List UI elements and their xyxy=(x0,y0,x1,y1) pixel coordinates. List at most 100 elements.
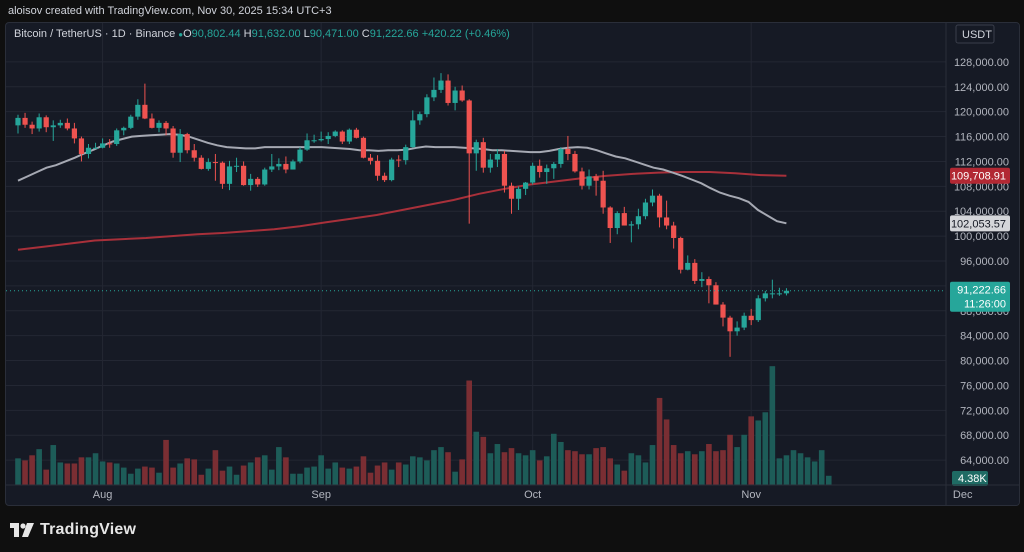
candle[interactable] xyxy=(142,83,148,120)
candle[interactable] xyxy=(431,77,437,102)
candle[interactable] xyxy=(382,172,388,182)
candle[interactable] xyxy=(29,121,35,135)
candlestick-chart[interactable]: 64,000.00 68,000.00 72,000.00 76,000.00 80,0… xyxy=(6,23,1019,505)
candle[interactable] xyxy=(452,86,458,111)
candle[interactable] xyxy=(586,169,592,190)
candle[interactable] xyxy=(734,321,740,336)
candle[interactable] xyxy=(558,147,564,168)
candle[interactable] xyxy=(325,132,331,145)
candle[interactable] xyxy=(128,114,134,130)
candle[interactable] xyxy=(100,138,106,149)
candle[interactable] xyxy=(438,73,444,93)
candle[interactable] xyxy=(276,158,282,171)
candle[interactable] xyxy=(508,182,515,214)
currency-box[interactable] xyxy=(955,24,995,44)
candle[interactable] xyxy=(755,295,761,322)
candle[interactable] xyxy=(706,276,712,304)
candle[interactable] xyxy=(699,272,705,288)
candle[interactable] xyxy=(212,153,218,181)
candle[interactable] xyxy=(219,161,226,189)
candle[interactable] xyxy=(713,282,719,305)
candle[interactable] xyxy=(78,136,85,162)
candle[interactable] xyxy=(311,134,317,143)
candle[interactable] xyxy=(15,114,21,134)
candle[interactable] xyxy=(614,211,620,235)
candle[interactable] xyxy=(248,173,254,191)
candle[interactable] xyxy=(205,158,211,171)
candle[interactable] xyxy=(466,99,472,224)
candle[interactable] xyxy=(241,161,247,186)
candle[interactable] xyxy=(776,287,782,296)
candle[interactable] xyxy=(360,136,367,159)
candle[interactable] xyxy=(678,236,684,274)
candle[interactable] xyxy=(685,255,691,271)
candle[interactable] xyxy=(304,133,310,151)
candle[interactable] xyxy=(297,147,303,164)
candle[interactable] xyxy=(671,221,677,249)
candle[interactable] xyxy=(480,137,486,173)
candle[interactable] xyxy=(530,162,536,185)
candle[interactable] xyxy=(163,121,169,136)
candle[interactable] xyxy=(417,111,423,125)
candle[interactable] xyxy=(85,144,92,159)
candle[interactable] xyxy=(177,129,183,163)
candle[interactable] xyxy=(71,122,77,144)
candle[interactable] xyxy=(22,112,28,128)
candle[interactable] xyxy=(783,288,790,296)
candle[interactable] xyxy=(135,99,141,120)
candle[interactable] xyxy=(727,315,733,357)
candle[interactable] xyxy=(593,173,599,196)
candle[interactable] xyxy=(269,153,275,173)
candle[interactable] xyxy=(64,118,70,131)
candle[interactable] xyxy=(656,193,663,228)
candle[interactable] xyxy=(367,153,374,165)
candle[interactable] xyxy=(600,170,606,214)
candle[interactable] xyxy=(403,144,409,165)
candle[interactable] xyxy=(494,149,500,168)
candle[interactable] xyxy=(262,167,268,186)
candle[interactable] xyxy=(389,157,395,182)
tradingview-logo[interactable]: TradingView xyxy=(10,521,136,539)
candle[interactable] xyxy=(459,85,465,102)
candle[interactable] xyxy=(621,206,627,226)
candle[interactable] xyxy=(149,113,155,129)
candle[interactable] xyxy=(92,142,99,149)
candle[interactable] xyxy=(642,198,649,220)
candle[interactable] xyxy=(233,157,240,173)
candle[interactable] xyxy=(191,144,197,162)
candle[interactable] xyxy=(57,119,63,128)
price-axis[interactable]: 64,000.00 68,000.00 72,000.00 76,000.00 80,0… xyxy=(946,23,1019,505)
candle[interactable] xyxy=(664,200,670,230)
candle[interactable] xyxy=(43,115,49,133)
candle[interactable] xyxy=(339,130,345,145)
candle[interactable] xyxy=(396,155,402,168)
candle[interactable] xyxy=(769,279,775,299)
candle[interactable] xyxy=(649,189,656,207)
candle[interactable] xyxy=(523,181,529,196)
candle[interactable] xyxy=(318,131,324,142)
candle[interactable] xyxy=(487,153,493,173)
candle[interactable] xyxy=(198,155,204,170)
candle[interactable] xyxy=(473,139,479,171)
candle[interactable] xyxy=(537,159,543,178)
chart-svg[interactable]: 64,000.00 68,000.00 72,000.00 76,000.00 80,0… xyxy=(6,23,1019,505)
candle[interactable] xyxy=(255,177,261,187)
candle[interactable] xyxy=(346,128,352,145)
candle[interactable] xyxy=(226,160,233,191)
candle[interactable] xyxy=(692,259,698,285)
candle[interactable] xyxy=(572,150,578,173)
candle[interactable] xyxy=(501,150,508,193)
candle[interactable] xyxy=(353,127,359,139)
candle[interactable] xyxy=(290,159,296,170)
chart-legend[interactable]: Bitcoin / TetherUS · 1D · Binance ●O90,8… xyxy=(14,28,510,40)
candle[interactable] xyxy=(579,167,585,190)
chart-panel[interactable]: 64,000.00 68,000.00 72,000.00 76,000.00 80,0… xyxy=(5,22,1020,506)
candle[interactable] xyxy=(36,113,42,132)
candle[interactable] xyxy=(544,164,550,184)
candle[interactable] xyxy=(565,135,571,161)
candle[interactable] xyxy=(156,120,162,133)
candle[interactable] xyxy=(283,156,289,174)
candle[interactable] xyxy=(50,120,56,141)
candle[interactable] xyxy=(424,94,430,118)
candle[interactable] xyxy=(741,312,747,331)
